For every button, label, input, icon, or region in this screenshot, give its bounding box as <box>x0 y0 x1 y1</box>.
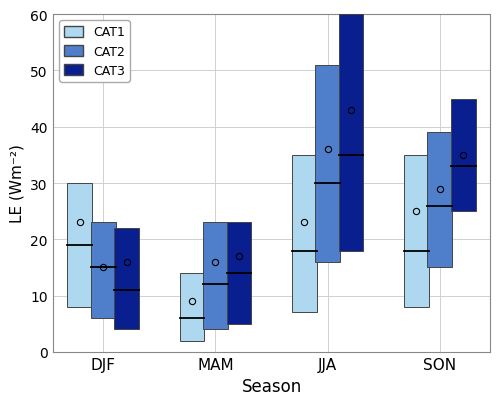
Bar <box>68 183 92 307</box>
Legend: CAT1, CAT2, CAT3: CAT1, CAT2, CAT3 <box>59 21 130 83</box>
Bar <box>292 156 316 313</box>
X-axis label: Season: Season <box>242 377 302 395</box>
Bar <box>226 223 251 324</box>
Bar <box>316 66 340 262</box>
Bar <box>451 99 475 212</box>
Bar <box>91 223 116 318</box>
Bar <box>428 133 452 268</box>
Bar <box>114 228 139 330</box>
Bar <box>404 156 428 307</box>
Bar <box>338 15 363 251</box>
Y-axis label: LE (Wm⁻²): LE (Wm⁻²) <box>10 144 24 223</box>
Bar <box>180 273 204 341</box>
Bar <box>203 223 228 330</box>
